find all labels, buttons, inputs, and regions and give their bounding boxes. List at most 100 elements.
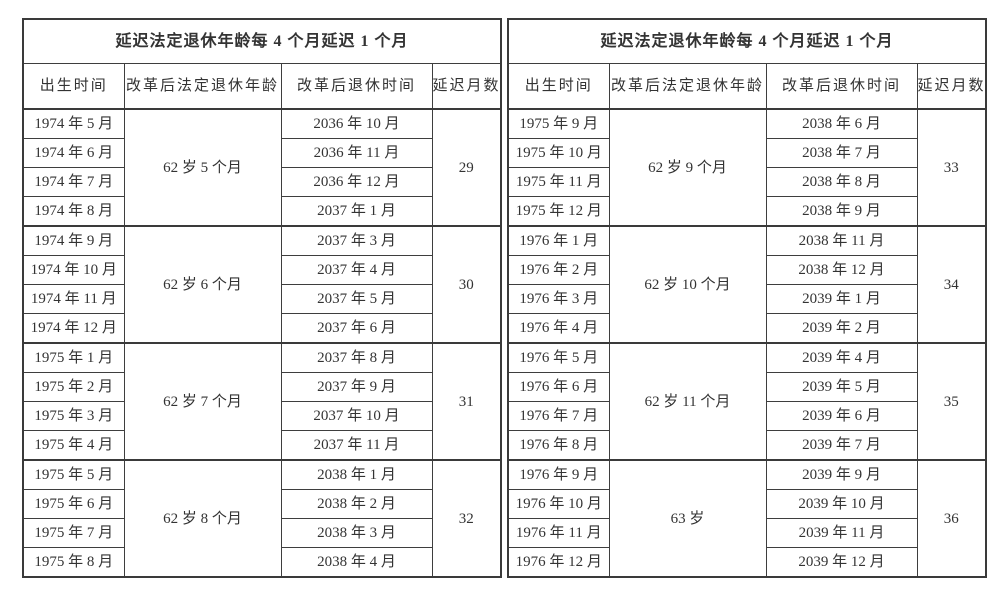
table-body: 1975 年 9 月 62 岁 9 个月 2038 年 6 月 33 1975 年 10… [507, 108, 987, 578]
birth-month-cell: 1976 年 10 月 [507, 489, 610, 519]
column-header-retirement-time: 改革后退休时间 [765, 63, 918, 110]
column-header-legal-retirement-age: 改革后法定退休年龄 [608, 63, 767, 110]
table-row: 1975 年 1 月 62 岁 7 个月 2037 年 8 月 31 [22, 342, 502, 461]
table-row: 1975 年 11 月 2038 年 8 月 [507, 167, 986, 197]
table-title-row: 延迟法定退休年龄每 4 个月延迟 1 个月 [22, 18, 502, 64]
table-row: 1974 年 6 月 2036 年 11 月 [22, 138, 501, 168]
table-row: 1976 年 5 月 62 岁 11 个月 2039 年 4 月 35 [507, 342, 987, 461]
retirement-month-cell: 2038 年 6 月 [765, 108, 918, 139]
retirement-month-cell: 2037 年 10 月 [280, 401, 433, 431]
table-row: 1976 年 11 月 2039 年 11 月 [507, 518, 986, 548]
birth-month-cell: 1976 年 6 月 [507, 372, 610, 402]
retirement-month-cell: 2038 年 9 月 [765, 196, 918, 227]
table-row: 1976 年 1 月 62 岁 10 个月 2038 年 11 月 34 [507, 225, 987, 344]
delay-months-cell: 34 [916, 225, 987, 344]
retirement-age-cell: 62 岁 7 个月 [123, 342, 282, 461]
retirement-month-cell: 2039 年 6 月 [765, 401, 918, 431]
birth-month-cell: 1974 年 6 月 [22, 138, 125, 168]
retirement-month-cell: 2036 年 10 月 [280, 108, 433, 139]
table-row: 1976 年 10 月 2039 年 10 月 [507, 489, 986, 519]
table-row: 1976 年 3 月 2039 年 1 月 [507, 284, 986, 314]
table-row: 1975 年 7 月 2038 年 3 月 [22, 518, 501, 548]
retirement-age-cell: 62 岁 6 个月 [123, 225, 282, 344]
table-header-row: 出生时间 改革后法定退休年龄 改革后退休时间 延迟月数 [22, 63, 502, 110]
delay-months-cell: 33 [916, 108, 987, 227]
retirement-age-cell: 62 岁 9 个月 [608, 108, 767, 227]
retirement-month-cell: 2039 年 1 月 [765, 284, 918, 314]
table-row: 1974 年 12 月 2037 年 6 月 [22, 313, 501, 344]
birth-month-cell: 1976 年 12 月 [507, 547, 610, 578]
retirement-age-cell: 62 岁 10 个月 [608, 225, 767, 344]
table-row: 1975 年 10 月 2038 年 7 月 [507, 138, 986, 168]
birth-month-cell: 1974 年 10 月 [22, 255, 125, 285]
birth-month-cell: 1974 年 7 月 [22, 167, 125, 197]
table-row: 1975 年 9 月 62 岁 9 个月 2038 年 6 月 33 [507, 108, 987, 227]
table-row: 1975 年 8 月 2038 年 4 月 [22, 547, 501, 578]
delay-months-cell: 35 [916, 342, 987, 461]
retirement-month-cell: 2038 年 3 月 [280, 518, 433, 548]
birth-month-cell: 1975 年 10 月 [507, 138, 610, 168]
table-row: 1975 年 6 月 2038 年 2 月 [22, 489, 501, 519]
birth-month-cell: 1975 年 1 月 [22, 342, 125, 373]
delay-months-cell: 32 [431, 459, 502, 578]
retirement-tables: 延迟法定退休年龄每 4 个月延迟 1 个月 出生时间 改革后法定退休年龄 改革后… [22, 18, 988, 578]
birth-month-cell: 1976 年 11 月 [507, 518, 610, 548]
retirement-month-cell: 2039 年 9 月 [765, 459, 918, 490]
birth-month-cell: 1975 年 4 月 [22, 430, 125, 461]
birth-month-cell: 1974 年 11 月 [22, 284, 125, 314]
table-row: 1974 年 5 月 62 岁 5 个月 2036 年 10 月 29 [22, 108, 502, 227]
delay-months-cell: 36 [916, 459, 987, 578]
retirement-month-cell: 2036 年 11 月 [280, 138, 433, 168]
column-header-delay-months: 延迟月数 [431, 63, 502, 110]
table-row: 1976 年 9 月 63 岁 2039 年 9 月 36 [507, 459, 987, 578]
column-header-birth-time: 出生时间 [507, 63, 610, 110]
retirement-month-cell: 2039 年 7 月 [765, 430, 918, 461]
birth-month-cell: 1976 年 9 月 [507, 459, 610, 490]
table-row: 1975 年 12 月 2038 年 9 月 [507, 196, 986, 227]
birth-month-cell: 1974 年 9 月 [22, 225, 125, 256]
retirement-month-cell: 2039 年 5 月 [765, 372, 918, 402]
table-row: 1975 年 2 月 2037 年 9 月 [22, 372, 501, 402]
retirement-month-cell: 2038 年 12 月 [765, 255, 918, 285]
column-header-retirement-time: 改革后退休时间 [280, 63, 433, 110]
table-row: 1976 年 2 月 2038 年 12 月 [507, 255, 986, 285]
retirement-month-cell: 2037 年 9 月 [280, 372, 433, 402]
birth-month-cell: 1975 年 12 月 [507, 196, 610, 227]
retirement-month-cell: 2037 年 3 月 [280, 225, 433, 256]
birth-month-cell: 1976 年 3 月 [507, 284, 610, 314]
retirement-age-cell: 62 岁 8 个月 [123, 459, 282, 578]
retirement-age-cell: 62 岁 5 个月 [123, 108, 282, 227]
table-row: 1976 年 7 月 2039 年 6 月 [507, 401, 986, 431]
birth-month-cell: 1974 年 8 月 [22, 196, 125, 227]
retirement-month-cell: 2038 年 11 月 [765, 225, 918, 256]
birth-month-cell: 1975 年 11 月 [507, 167, 610, 197]
birth-month-cell: 1976 年 4 月 [507, 313, 610, 344]
retirement-month-cell: 2038 年 7 月 [765, 138, 918, 168]
retirement-month-cell: 2038 年 4 月 [280, 547, 433, 578]
retirement-month-cell: 2037 年 5 月 [280, 284, 433, 314]
retirement-month-cell: 2037 年 11 月 [280, 430, 433, 461]
birth-month-cell: 1975 年 6 月 [22, 489, 125, 519]
table-header-row: 出生时间 改革后法定退休年龄 改革后退休时间 延迟月数 [507, 63, 987, 110]
birth-month-cell: 1976 年 8 月 [507, 430, 610, 461]
retirement-month-cell: 2037 年 8 月 [280, 342, 433, 373]
birth-month-cell: 1976 年 1 月 [507, 225, 610, 256]
retirement-month-cell: 2037 年 1 月 [280, 196, 433, 227]
birth-month-cell: 1975 年 2 月 [22, 372, 125, 402]
birth-month-cell: 1976 年 5 月 [507, 342, 610, 373]
retirement-month-cell: 2038 年 8 月 [765, 167, 918, 197]
birth-month-cell: 1976 年 7 月 [507, 401, 610, 431]
table-title: 延迟法定退休年龄每 4 个月延迟 1 个月 [22, 18, 502, 64]
table-row: 1976 年 12 月 2039 年 12 月 [507, 547, 986, 578]
retirement-month-cell: 2038 年 1 月 [280, 459, 433, 490]
table-body: 1974 年 5 月 62 岁 5 个月 2036 年 10 月 29 1974 年 6… [22, 108, 502, 578]
birth-month-cell: 1975 年 3 月 [22, 401, 125, 431]
table-row: 1975 年 5 月 62 岁 8 个月 2038 年 1 月 32 [22, 459, 502, 578]
birth-month-cell: 1975 年 9 月 [507, 108, 610, 139]
table-row: 1974 年 7 月 2036 年 12 月 [22, 167, 501, 197]
birth-month-cell: 1975 年 5 月 [22, 459, 125, 490]
retirement-month-cell: 2039 年 11 月 [765, 518, 918, 548]
column-header-legal-retirement-age: 改革后法定退休年龄 [123, 63, 282, 110]
delay-months-cell: 31 [431, 342, 502, 461]
table-title-row: 延迟法定退休年龄每 4 个月延迟 1 个月 [507, 18, 987, 64]
